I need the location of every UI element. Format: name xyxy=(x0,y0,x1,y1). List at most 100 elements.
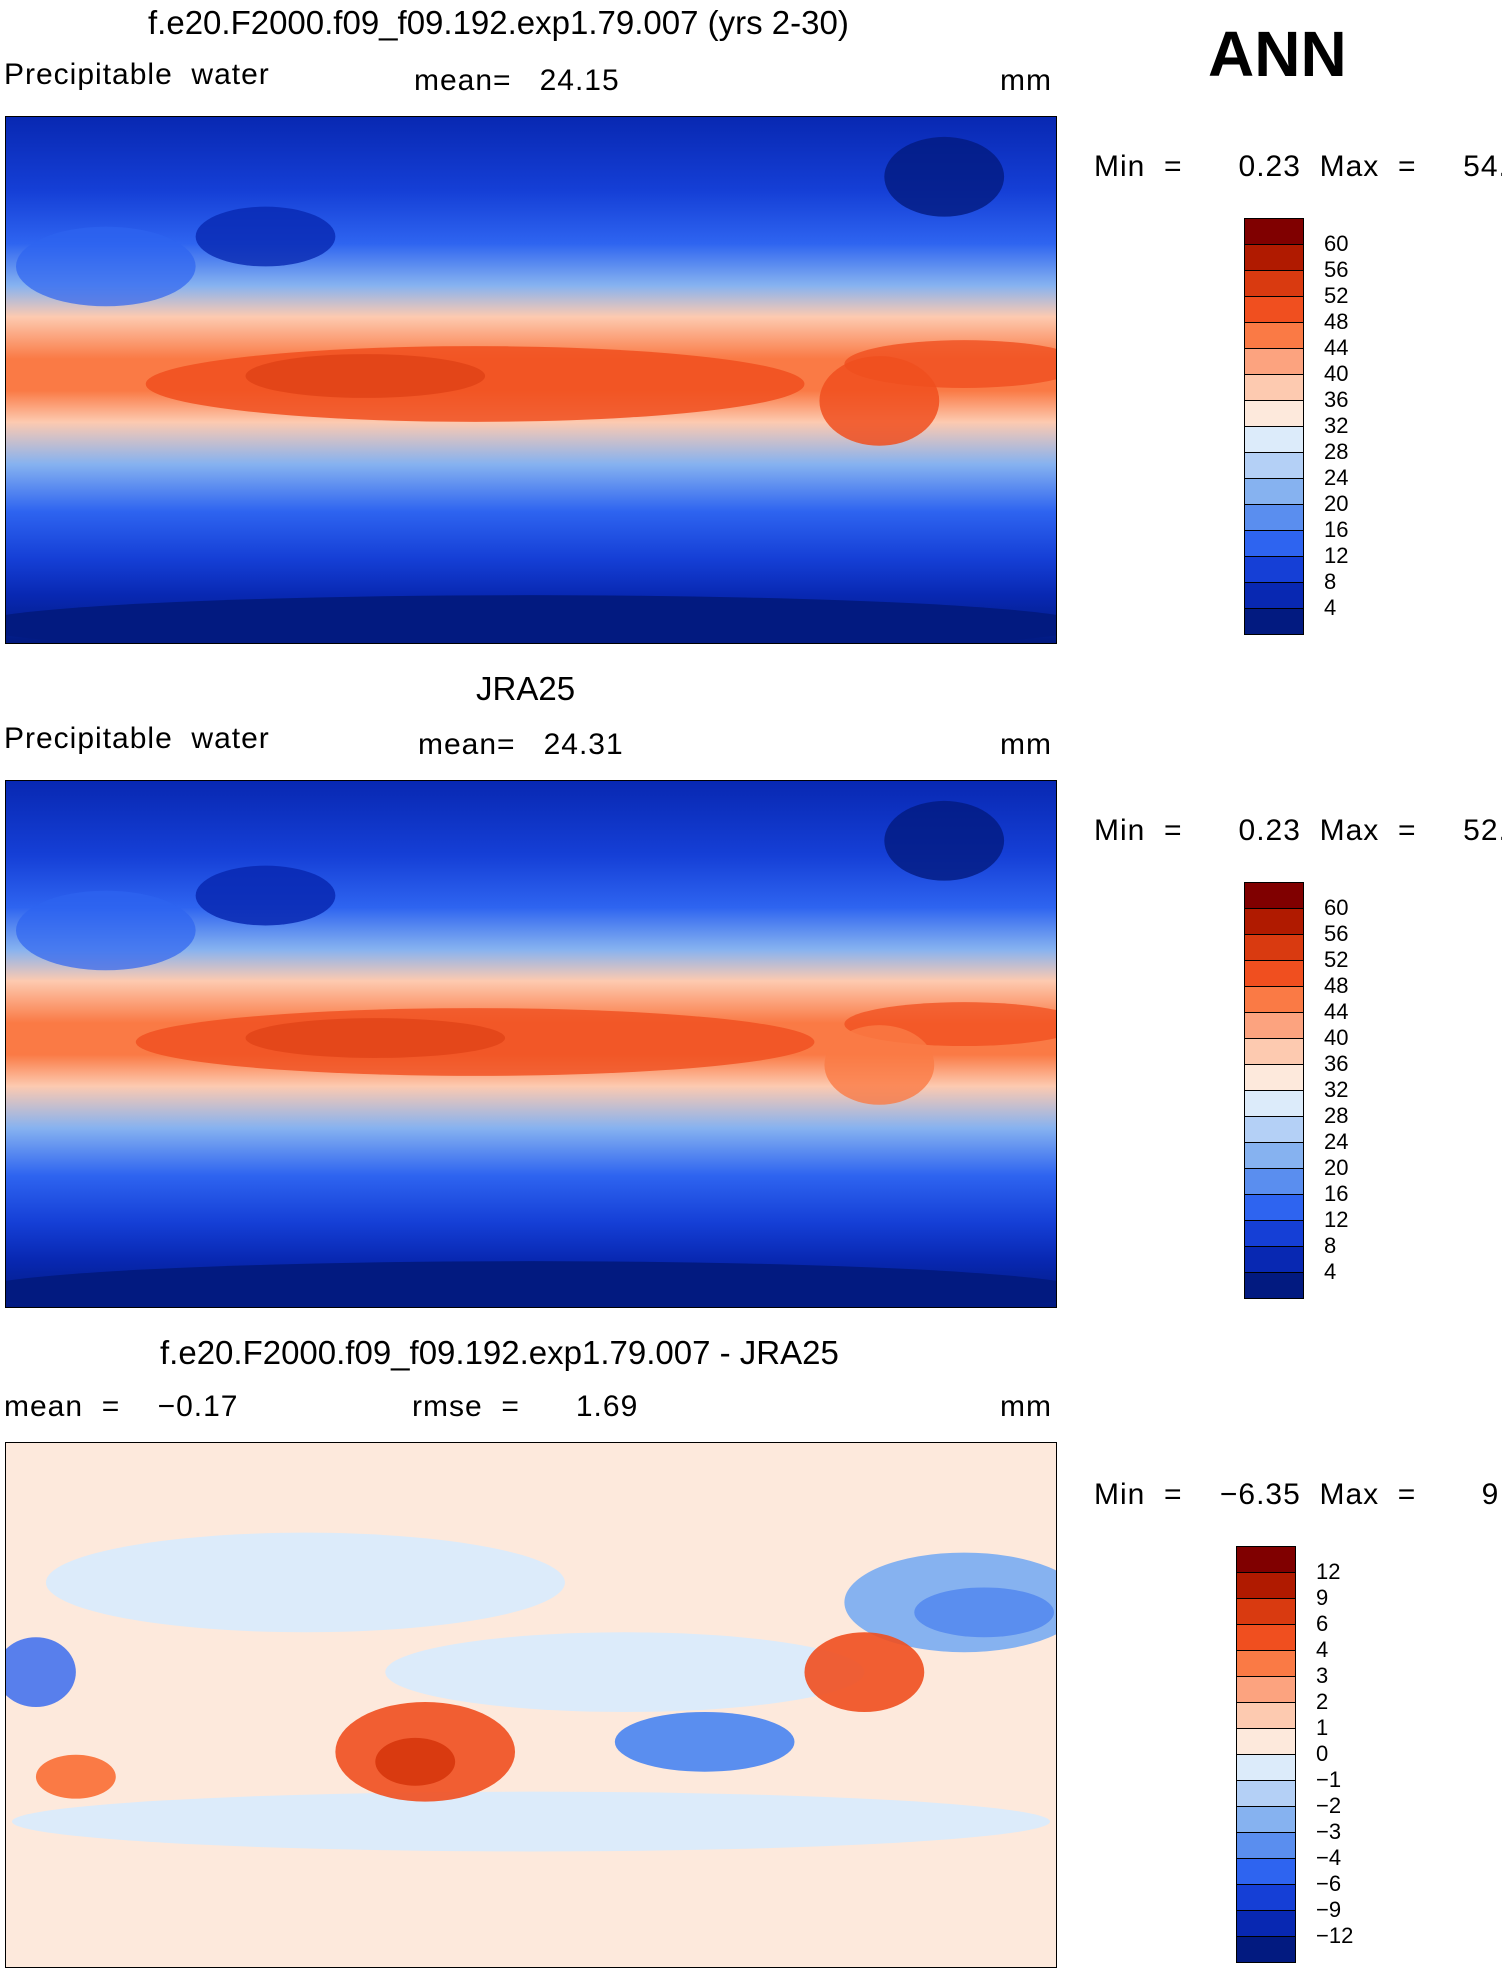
colorbar-tick-label: −2 xyxy=(1316,1793,1342,1818)
colorbar-tick-label: 12 xyxy=(1316,1559,1341,1584)
colorbar-swatch xyxy=(1244,426,1304,453)
colorbar-tick-label: 52 xyxy=(1324,947,1349,972)
amazon-moist xyxy=(824,1025,935,1105)
atlantic-blue-core xyxy=(914,1587,1055,1638)
antarctica-dry xyxy=(6,595,1056,643)
colorbar-swatch xyxy=(1244,1090,1304,1117)
colorbar-swatch xyxy=(1244,582,1304,609)
tibet-dry xyxy=(195,865,336,926)
panel-2-title: JRA25 xyxy=(476,670,576,707)
colorbar-swatch xyxy=(1244,218,1304,245)
colorbar-swatch xyxy=(1236,1754,1296,1781)
colorbar-swatch xyxy=(1244,400,1304,427)
colorbar-tick-label: 12 xyxy=(1324,1207,1349,1232)
colorbar-tick-label: −4 xyxy=(1316,1845,1342,1870)
colorbar-swatch xyxy=(1244,504,1304,531)
colorbar-swatch xyxy=(1244,986,1304,1013)
colorbar-tick-label: 28 xyxy=(1324,439,1349,464)
colorbar-tick-label: 6 xyxy=(1316,1611,1329,1636)
colorbar-swatch xyxy=(1244,908,1304,935)
colorbar-tick-label: 44 xyxy=(1324,335,1349,360)
panel-3-min-max: Min = −6.35 Max = 9.01 xyxy=(1094,1478,1502,1511)
colorbar-tick-label: 16 xyxy=(1324,517,1349,542)
colorbar-swatch xyxy=(1236,1702,1296,1729)
colorbar-swatch xyxy=(1236,1650,1296,1677)
panel-2-mean: mean= 24.31 xyxy=(418,728,624,761)
south-pacific-blue xyxy=(614,1711,795,1772)
colorbar-tick-label: 12 xyxy=(1324,543,1349,568)
colorbar-tick-label: 52 xyxy=(1324,283,1349,308)
colorbar-tick-label: −1 xyxy=(1316,1767,1342,1792)
panel-2-min-max: Min = 0.23 Max = 52.86 xyxy=(1094,814,1502,847)
colorbar-swatch xyxy=(1244,1064,1304,1091)
colorbar-swatch xyxy=(1236,1806,1296,1833)
colorbar-tick-label: 24 xyxy=(1324,1129,1349,1154)
panel-1-mean: mean= 24.15 xyxy=(414,64,620,97)
greenland-dry xyxy=(884,136,1005,217)
colorbar-tick-label: −3 xyxy=(1316,1819,1342,1844)
colorbar-tick-label: 36 xyxy=(1324,387,1349,412)
colorbar-swatch xyxy=(1236,1936,1296,1963)
colorbar-swatch xyxy=(1236,1572,1296,1599)
colorbar-swatch xyxy=(1236,1624,1296,1651)
colorbar-swatch xyxy=(1244,270,1304,297)
colorbar-tick-label: 1 xyxy=(1316,1715,1329,1740)
map-difference-precipitable-water xyxy=(5,1442,1057,1968)
colorbar-swatch xyxy=(1236,1910,1296,1937)
colorbar-swatch xyxy=(1236,1780,1296,1807)
panel-1-title: f.e20.F2000.f09_f09.192.exp1.79.007 (yrs… xyxy=(148,4,849,41)
colorbar-tick-label: 8 xyxy=(1324,1233,1337,1258)
colorbar-swatch xyxy=(1244,1246,1304,1273)
colorbar-tick-label: −6 xyxy=(1316,1871,1342,1896)
amazon-wet xyxy=(804,1632,925,1712)
colorbar-tick-label: 56 xyxy=(1324,921,1349,946)
map-model-precipitable-water xyxy=(5,116,1057,644)
colorbar-swatch xyxy=(1244,1168,1304,1195)
colorbar-swatch xyxy=(1244,556,1304,583)
colorbar-tick-label: 2 xyxy=(1316,1689,1329,1714)
colorbar-tick-label: 0 xyxy=(1316,1741,1329,1766)
colorbar-tick-label: 48 xyxy=(1324,973,1349,998)
colorbar-tick-label: 3 xyxy=(1316,1663,1329,1688)
north-blue-band xyxy=(45,1532,565,1633)
amazon-moist xyxy=(819,356,940,446)
colorbar-tick-label: 36 xyxy=(1324,1051,1349,1076)
colorbar-swatch xyxy=(1244,478,1304,505)
colorbar-swatch xyxy=(1244,530,1304,557)
colorbar-tick-label: −9 xyxy=(1316,1897,1342,1922)
colorbar-swatch xyxy=(1244,452,1304,479)
colorbar-tick-label: 40 xyxy=(1324,1025,1349,1050)
colorbar-tick-label: 56 xyxy=(1324,257,1349,282)
colorbar-swatch xyxy=(1244,374,1304,401)
colorbar-swatch xyxy=(1244,1012,1304,1039)
colorbar-swatch xyxy=(1244,608,1304,635)
colorbar-swatch xyxy=(1236,1728,1296,1755)
colorbar-tick-label: 48 xyxy=(1324,309,1349,334)
panel-3-rmse: rmse = 1.69 xyxy=(412,1390,639,1423)
colorbar-swatch xyxy=(1244,1194,1304,1221)
colorbar-swatch xyxy=(1244,934,1304,961)
colorbar-tick-label: 4 xyxy=(1324,1259,1337,1284)
colorbar-tick-label: 40 xyxy=(1324,361,1349,386)
antarctica-dry xyxy=(6,1261,1056,1307)
colorbar-tick-label: 20 xyxy=(1324,491,1349,516)
sahara-dry xyxy=(15,890,196,971)
panel-1-units: mm xyxy=(1000,64,1052,97)
south-band xyxy=(11,1791,1051,1852)
colorbar-swatch xyxy=(1244,1142,1304,1169)
colorbar-swatch xyxy=(1236,1832,1296,1859)
colorbar-swatch xyxy=(1236,1676,1296,1703)
colorbar-tick-label: 28 xyxy=(1324,1103,1349,1128)
panel-2-variable: Precipitable water xyxy=(4,722,270,755)
colorbar-swatch xyxy=(1244,960,1304,987)
greenland-dry xyxy=(884,800,1005,881)
colorbar-tick-label: 32 xyxy=(1324,1077,1349,1102)
colorbar-tick-label: 32 xyxy=(1324,413,1349,438)
colorbar-tick-label: −12 xyxy=(1316,1923,1354,1948)
colorbar-swatch xyxy=(1236,1858,1296,1885)
colorbar-swatch xyxy=(1244,1272,1304,1299)
colorbar-swatch xyxy=(1236,1546,1296,1573)
warm-pool-inner xyxy=(245,354,486,398)
colorbar-tick-label: 60 xyxy=(1324,231,1349,256)
panel-3-mean: mean = −0.17 xyxy=(4,1390,239,1423)
